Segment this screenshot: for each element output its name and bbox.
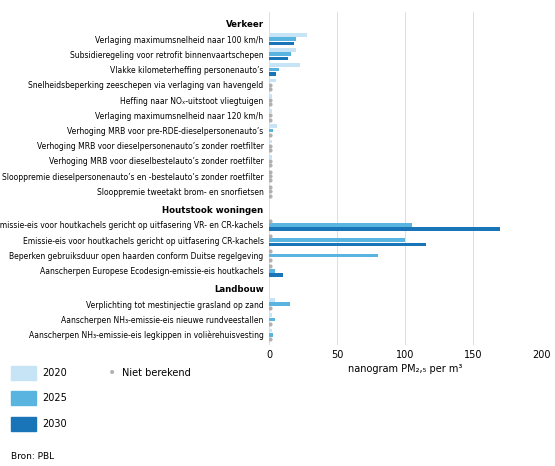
Text: 2025: 2025 (43, 393, 68, 404)
Bar (269, 37, 296, 41)
Bar (269, 72, 276, 75)
Bar (269, 94, 272, 97)
Bar (269, 57, 288, 61)
Bar (269, 129, 273, 132)
Text: Bron: PBL: Bron: PBL (11, 452, 54, 461)
Bar (269, 124, 278, 128)
Bar (269, 79, 276, 82)
Bar (269, 53, 291, 56)
Bar (269, 33, 307, 37)
Text: •: • (108, 366, 117, 380)
Bar (269, 63, 300, 67)
X-axis label: nanogram PM₂,₅ per m³: nanogram PM₂,₅ per m³ (348, 364, 462, 374)
Bar (269, 318, 275, 321)
Bar (269, 239, 405, 242)
Bar (269, 223, 412, 227)
Bar (269, 298, 275, 302)
Bar (269, 333, 273, 336)
Bar (269, 329, 272, 332)
Bar (269, 269, 275, 273)
Bar (269, 68, 279, 71)
Text: 2020: 2020 (43, 368, 68, 378)
Bar (269, 155, 272, 158)
Bar (269, 140, 272, 144)
Bar (269, 254, 378, 257)
Bar (269, 313, 272, 317)
Bar (269, 302, 290, 306)
Bar (269, 41, 294, 45)
Text: 2030: 2030 (43, 419, 67, 429)
Bar (269, 227, 501, 231)
Bar (269, 109, 272, 113)
Bar (269, 243, 426, 247)
Text: Niet berekend: Niet berekend (122, 368, 191, 378)
Bar (269, 273, 283, 277)
Bar (269, 48, 296, 52)
